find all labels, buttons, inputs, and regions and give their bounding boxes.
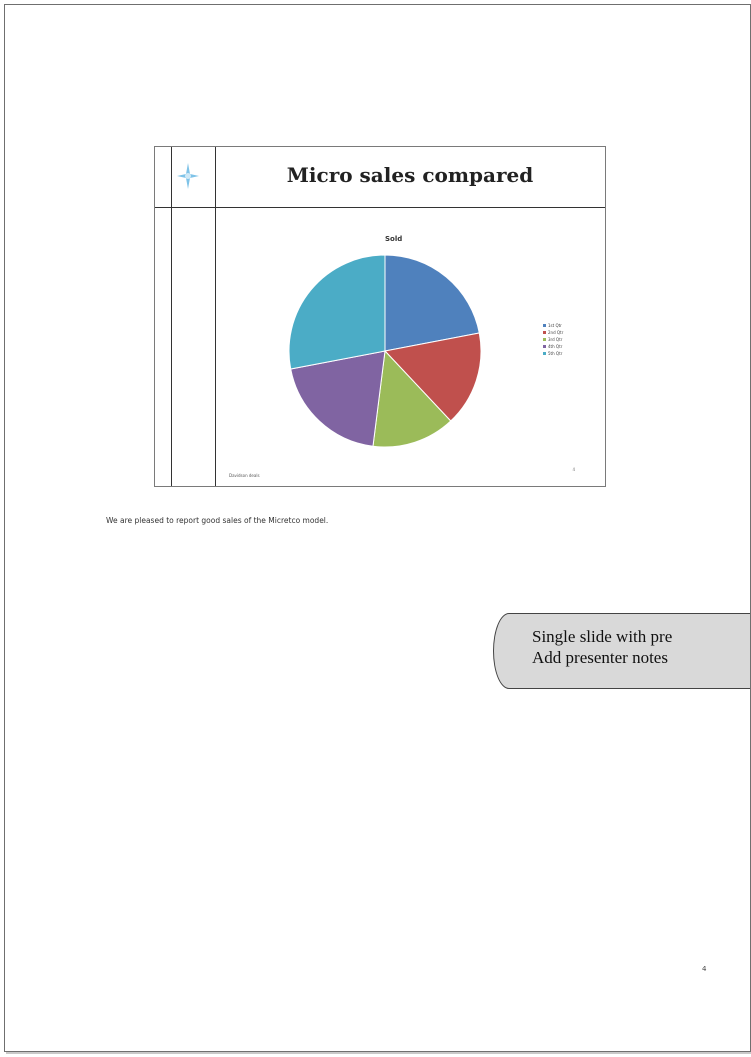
legend-entry: 3rd Qtr xyxy=(543,336,563,343)
page-number: 4 xyxy=(702,965,707,973)
slide-number: 4 xyxy=(572,467,575,472)
legend-swatch xyxy=(543,352,546,355)
legend-label: 3rd Qtr xyxy=(548,337,563,342)
slide-title-rule xyxy=(155,207,605,208)
legend-label: 4th Qtr xyxy=(548,344,563,349)
pie-slice-2 xyxy=(384,332,482,422)
slide-footer: Davidson deals xyxy=(229,473,260,478)
chart-legend: 1st Qtr 2nd Qtr 3rd Qtr 4th Qtr 5th Qtr xyxy=(543,322,563,357)
legend-swatch xyxy=(543,331,546,334)
presenter-notes: We are pleased to report good sales of t… xyxy=(106,516,329,525)
legend-label: 2nd Qtr xyxy=(548,330,564,335)
callout-line-1: Single slide with pre xyxy=(532,627,673,646)
document-page: Micro sales compared Sold 1st Qtr 2nd Qtr… xyxy=(4,4,751,1052)
legend-label: 5th Qtr xyxy=(548,351,563,356)
pie-slice-1 xyxy=(384,254,480,352)
slide-thumbnail: Micro sales compared Sold 1st Qtr 2nd Qtr… xyxy=(154,146,606,487)
slide-title: Micro sales compared xyxy=(286,163,534,187)
annotation-callout: Single slide with pre Add presenter note… xyxy=(493,613,750,689)
legend-entry: 2nd Qtr xyxy=(543,329,563,336)
chart-title: Sold xyxy=(385,235,403,243)
pie-slice-4 xyxy=(290,350,386,447)
legend-entry: 5th Qtr xyxy=(543,350,563,357)
legend-swatch xyxy=(543,324,546,327)
callout-line-2: Add presenter notes xyxy=(532,648,668,667)
legend-swatch xyxy=(543,345,546,348)
pie-slice-3 xyxy=(372,349,452,448)
legend-swatch xyxy=(543,338,546,341)
slide-left-rule-inner xyxy=(215,147,216,486)
star-icon xyxy=(177,163,199,189)
pie-chart xyxy=(288,254,482,448)
legend-entry: 1st Qtr xyxy=(543,322,563,329)
legend-entry: 4th Qtr xyxy=(543,343,563,350)
legend-label: 1st Qtr xyxy=(548,323,562,328)
pie-slice-5 xyxy=(288,254,386,370)
slide-left-rule-outer xyxy=(171,147,172,486)
